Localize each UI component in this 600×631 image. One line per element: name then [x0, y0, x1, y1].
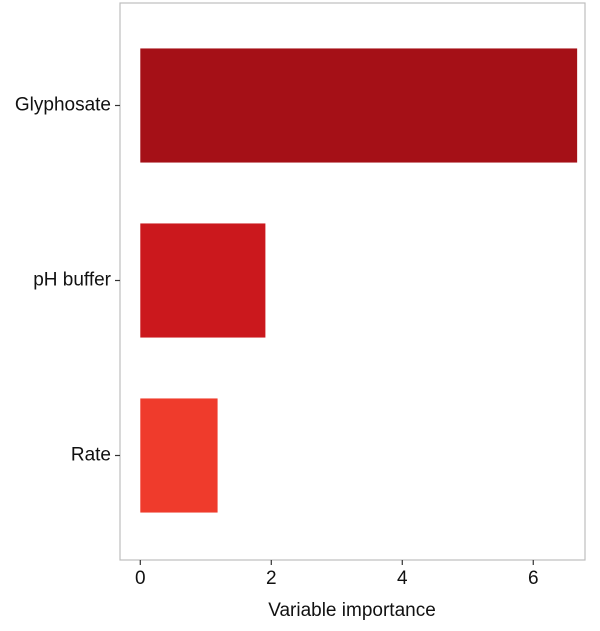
- x-tick-label: 4: [397, 568, 408, 589]
- x-tick-label: 2: [266, 568, 277, 589]
- y-tick-label: Glyphosate: [15, 95, 111, 116]
- bar: [140, 48, 578, 163]
- bar: [140, 223, 266, 338]
- plot-border: [119, 2, 586, 561]
- bar: [140, 398, 218, 513]
- y-tick-label: pH buffer: [33, 270, 111, 291]
- x-axis-title: Variable importance: [268, 600, 436, 621]
- x-tick-label: 6: [528, 568, 539, 589]
- x-tick-label: 0: [135, 568, 146, 589]
- y-tick-label: Rate: [71, 445, 111, 466]
